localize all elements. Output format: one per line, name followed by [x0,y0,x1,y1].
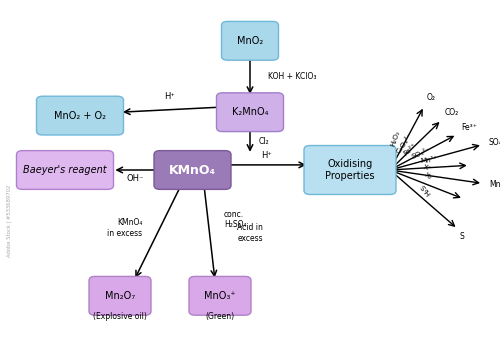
Text: SO₄²⁻: SO₄²⁻ [488,138,500,148]
Text: MnO₂: MnO₂ [489,180,500,189]
Text: H₂S: H₂S [420,182,432,196]
Text: MnO₂ + O₂: MnO₂ + O₂ [54,110,106,121]
Text: O₂: O₂ [426,93,436,102]
Text: K₂MnO₄: K₂MnO₄ [232,107,268,117]
Text: Fe²⁺: Fe²⁺ [402,143,418,157]
Text: Baeyer's reagent: Baeyer's reagent [23,165,107,175]
Text: Mn₂O₇: Mn₂O₇ [105,291,135,301]
Text: H⁺: H⁺ [262,151,272,160]
FancyBboxPatch shape [16,151,114,189]
FancyBboxPatch shape [189,276,251,315]
Text: OH⁻: OH⁻ [126,174,144,183]
Text: SO₃²⁻: SO₃²⁻ [411,147,432,160]
FancyBboxPatch shape [304,146,396,194]
Text: CO₂: CO₂ [445,107,460,117]
Text: Fe³⁺: Fe³⁺ [462,123,477,132]
Text: X⁻: X⁻ [422,164,432,172]
Text: MnO₃⁺: MnO₃⁺ [204,291,236,301]
Text: conc.
H₂SO₄: conc. H₂SO₄ [224,209,246,229]
Text: KMnO₄: KMnO₄ [169,164,216,176]
Text: MnO₂: MnO₂ [237,36,263,46]
Text: Oxidising
Properties: Oxidising Properties [325,159,375,181]
Text: H⁺: H⁺ [164,92,175,101]
Text: (Green): (Green) [206,312,234,321]
FancyBboxPatch shape [216,93,284,132]
Text: C₂O₄²⁻: C₂O₄²⁻ [395,132,413,154]
FancyBboxPatch shape [89,276,151,315]
Text: Mn²⁺: Mn²⁺ [420,156,438,164]
Text: KMnO₄
in excess: KMnO₄ in excess [108,218,142,238]
FancyBboxPatch shape [36,96,124,135]
Text: KOH + KClO₃: KOH + KClO₃ [268,72,316,81]
Text: H₂O₂: H₂O₂ [390,130,401,148]
Text: Acid in
excess: Acid in excess [237,223,263,243]
Text: (Explosive oil): (Explosive oil) [93,312,147,321]
Text: Adobe Stock | #533689702: Adobe Stock | #533689702 [6,185,12,257]
FancyBboxPatch shape [154,151,231,189]
Text: S: S [459,232,464,241]
Text: Cl₂: Cl₂ [259,137,270,146]
Text: X₂: X₂ [424,172,434,181]
FancyBboxPatch shape [222,21,278,60]
